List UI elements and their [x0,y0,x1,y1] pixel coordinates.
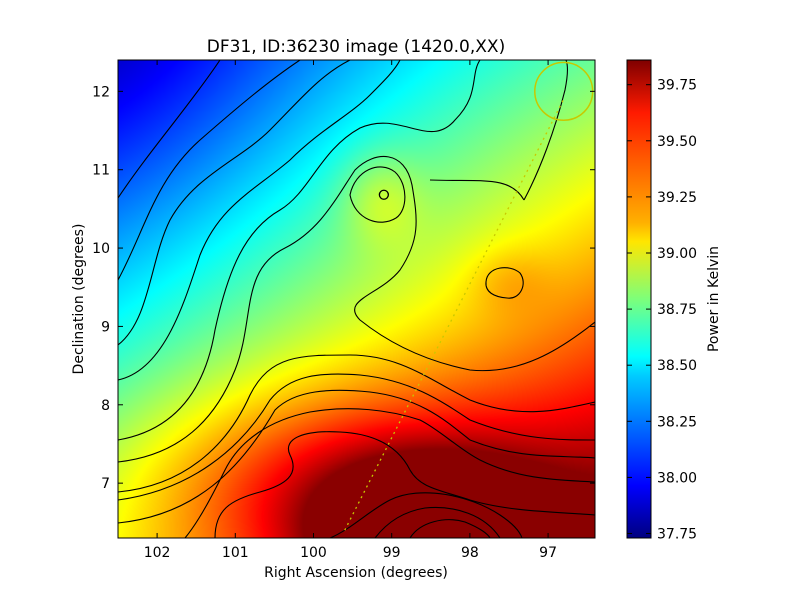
colorbar-tick-label-4: 38.75 [657,302,697,318]
contour-13 [374,506,501,538]
y-axis: 7 8 9 10 11 12 [92,84,595,492]
colorbar-tick-label-3: 38.50 [657,358,697,374]
contour-1 [118,60,221,199]
contour-4 [118,60,401,381]
x-tick-label-2: 100 [300,545,327,561]
chart-title: DF31, ID:36230 image (1420.0,XX) [207,37,505,57]
contour-6 [118,156,595,463]
dotted-line-annotation [344,98,565,531]
y-tick-label-2: 9 [101,319,110,335]
y-tick-label-0: 7 [101,476,110,492]
contour-8 [118,373,595,501]
colorbar-scale [626,59,652,539]
colorbar-tick-label-7: 39.50 [657,134,697,150]
contour-3 [118,60,351,346]
colorbar-tick-label-1: 38.00 [657,470,697,486]
x-tick-label-0: 102 [144,545,171,561]
colorbar: 37.75 38.00 38.25 38.50 38.75 39.00 39.25 39.50… [626,59,722,543]
x-axis: 102 101 100 99 98 97 [144,60,557,561]
contour-lines [118,60,595,538]
x-tick-label-4: 98 [461,545,479,561]
contour-18 [429,179,525,201]
y-tick-label-5: 12 [92,84,110,100]
plot-area: 102 101 100 99 98 97 7 8 9 10 11 12 [92,59,596,561]
x-tick-label-3: 99 [383,545,401,561]
contour-5 [118,60,481,441]
y-tick-label-1: 8 [101,398,110,414]
contour-15 [349,166,406,223]
x-tick-label-1: 101 [222,545,249,561]
colorbar-tick-label-5: 39.00 [657,246,697,262]
heatmap-field [118,60,595,538]
colorbar-label: Power in Kelvin [706,246,722,352]
contour-7 [118,354,595,493]
contour-12 [329,492,523,538]
contour-17 [523,60,568,201]
y-axis-label: Declination (degrees) [71,224,87,375]
small-circle-annotation [378,189,390,200]
x-tick-label-5: 97 [539,545,557,561]
colorbar-tick-label-6: 39.25 [657,190,697,206]
contour-10 [184,408,595,538]
contour-9 [118,389,595,524]
contour-14 [409,519,491,538]
contour-11 [214,431,595,538]
contour-16 [485,267,524,299]
x-axis-label: Right Ascension (degrees) [264,565,448,581]
y-tick-label-3: 10 [92,241,110,257]
y-tick-label-4: 11 [92,163,110,179]
colorbar-tick-label-0: 37.75 [657,527,697,543]
plot-frame [117,59,596,539]
colorbar-ticks: 37.75 38.00 38.25 38.50 38.75 39.00 39.25 39.50… [627,78,697,543]
colorbar-tick-label-2: 38.25 [657,414,697,430]
contour-2 [118,60,301,281]
colorbar-tick-label-8: 39.75 [657,78,697,94]
